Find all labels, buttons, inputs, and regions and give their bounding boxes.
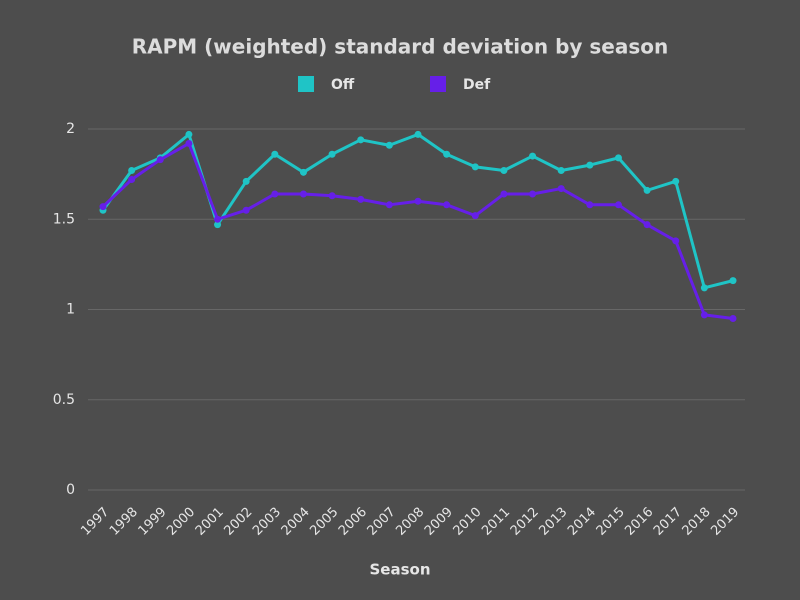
data-point [529, 190, 537, 198]
data-point [242, 177, 250, 185]
data-point [700, 311, 708, 319]
data-point [443, 150, 451, 158]
data-point [271, 150, 279, 158]
data-point [471, 163, 479, 171]
legend-label: Off [331, 77, 355, 93]
data-point [328, 150, 336, 158]
data-point [299, 168, 307, 176]
data-point [729, 315, 737, 323]
data-point [414, 130, 422, 138]
data-point [643, 221, 651, 229]
y-tick-label: 2 [66, 121, 75, 137]
y-tick-label: 1.5 [53, 211, 75, 227]
data-point [128, 176, 136, 184]
y-tick-label: 0 [66, 482, 75, 498]
data-point [385, 201, 393, 209]
data-point [214, 221, 222, 229]
data-point [357, 136, 365, 144]
data-point [500, 167, 508, 175]
data-point [500, 190, 508, 198]
legend-swatch [430, 76, 446, 92]
data-point [557, 185, 565, 193]
legend-label: Def [463, 77, 491, 93]
data-point [557, 167, 565, 175]
data-point [614, 201, 622, 209]
data-point [586, 201, 594, 209]
data-point [529, 152, 537, 160]
data-point [414, 197, 422, 205]
data-point [471, 212, 479, 220]
data-point [242, 206, 250, 214]
data-point [271, 190, 279, 198]
data-point [185, 139, 193, 147]
data-point [328, 192, 336, 200]
data-point [672, 177, 680, 185]
data-point [299, 190, 307, 198]
data-point [729, 277, 737, 285]
chart-title: RAPM (weighted) standard deviation by se… [132, 35, 668, 59]
data-point [586, 161, 594, 169]
data-point [99, 203, 107, 211]
data-point [643, 186, 651, 194]
y-tick-label: 1 [66, 302, 75, 318]
y-tick-label: 0.5 [53, 392, 75, 408]
data-point [185, 130, 193, 138]
data-point [156, 156, 164, 164]
data-point [357, 195, 365, 203]
legend-swatch [298, 76, 314, 92]
data-point [128, 167, 136, 175]
x-axis-title: Season [369, 561, 430, 579]
data-point [214, 215, 222, 223]
data-point [672, 237, 680, 245]
data-point [614, 154, 622, 162]
data-point [700, 284, 708, 292]
data-point [443, 201, 451, 209]
data-point [385, 141, 393, 149]
